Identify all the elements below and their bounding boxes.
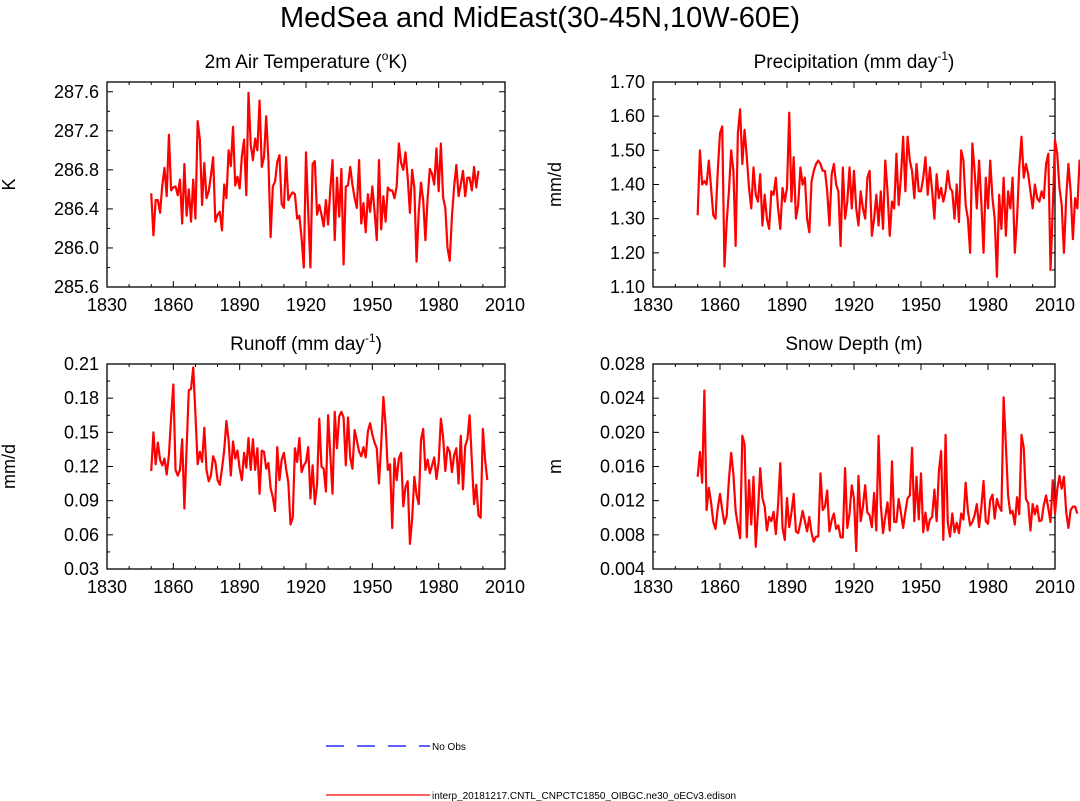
series-line-runoff — [150, 366, 489, 546]
panel-temperature: 2m Air Temperature (oK) K 1830 1860 1890 1920… — [0, 49, 525, 315]
y-tick-label: 0.028 — [600, 354, 645, 374]
panel-runoff: Runoff (mm day-1) mm/d 1830 1860 1890 1920 195… — [0, 331, 525, 597]
y-tick-label: 1.10 — [610, 277, 645, 297]
plot-frame — [652, 363, 1056, 570]
panel-title-main: Snow Depth (m) — [785, 334, 922, 355]
panel-title-tail: ) — [948, 52, 954, 73]
y-tick-label: 1.30 — [610, 209, 645, 229]
y-axis-label: mm/d — [545, 162, 565, 207]
x-tick-label: 1830 — [87, 577, 127, 597]
x-tick-label: 1890 — [767, 577, 807, 597]
y-tick-label: 1.50 — [610, 140, 645, 160]
x-tick-label: 2010 — [485, 295, 525, 315]
y-axis-label: m — [545, 459, 565, 474]
x-tick-label: 1980 — [419, 577, 459, 597]
figure-title: MedSea and MidEast(30-45N,10W-60E) — [279, 2, 801, 34]
x-tick-label: 1950 — [901, 577, 941, 597]
x-tick-label: 2010 — [1035, 577, 1075, 597]
y-axis-label: K — [0, 178, 19, 190]
panel-title-tail: K) — [388, 52, 407, 73]
panel-snow-depth: Snow Depth (m) m 1830 1860 1890 1920 1950 1980 2… — [545, 334, 1079, 597]
y-tick-label: 0.18 — [64, 388, 99, 408]
panel-title: Runoff (mm day-1) — [230, 331, 382, 355]
y-tick-label: 286.0 — [54, 238, 99, 258]
panel-title-main: 2m Air Temperature ( — [205, 52, 383, 73]
x-tick-label: 1920 — [286, 295, 326, 315]
y-tick-label: 1.40 — [610, 175, 645, 195]
y-tick-label: 0.03 — [64, 559, 99, 579]
panel-title: Precipitation (mm day-1) — [754, 49, 955, 73]
x-tick-label: 1950 — [901, 295, 941, 315]
panel-title: Snow Depth (m) — [785, 334, 922, 355]
x-tick-label: 1950 — [352, 577, 392, 597]
y-tick-label: 286.8 — [54, 160, 99, 180]
y-tick-label: 1.70 — [610, 72, 645, 92]
x-tick-label: 1830 — [87, 295, 127, 315]
x-tick-label: 1860 — [153, 577, 193, 597]
series-line-temperature — [150, 91, 480, 269]
x-tick-label: 1950 — [352, 295, 392, 315]
y-tick-label: 0.09 — [64, 491, 99, 511]
x-tick-label: 1860 — [700, 577, 740, 597]
x-tick-label: 1890 — [220, 295, 260, 315]
x-tick-label: 1980 — [968, 577, 1008, 597]
panel-title-superscript: o — [382, 49, 389, 63]
x-tick-label: 1830 — [633, 295, 673, 315]
x-tick-label: 1890 — [767, 295, 807, 315]
x-tick-label: 1980 — [968, 295, 1008, 315]
panel-precipitation: Precipitation (mm day-1) mm/d 1830 1860 1890… — [545, 49, 1080, 315]
x-tick-label: 1980 — [419, 295, 459, 315]
x-tick-label: 1920 — [834, 577, 874, 597]
y-tick-label: 1.60 — [610, 106, 645, 126]
series-line-precipitation — [696, 108, 1080, 278]
x-tick-label: 1860 — [700, 295, 740, 315]
y-tick-label: 0.008 — [600, 525, 645, 545]
legend: No Obs interp_20181217.CNTL_CNPCTC1850_OI… — [326, 742, 736, 801]
y-tick-label: 287.2 — [54, 121, 99, 141]
y-tick-label: 0.004 — [600, 559, 645, 579]
y-tick-label: 0.06 — [64, 525, 99, 545]
panel-title: 2m Air Temperature (oK) — [205, 49, 408, 73]
y-tick-label: 0.21 — [64, 354, 99, 374]
x-tick-label: 1890 — [220, 577, 260, 597]
panel-title-superscript: -1 — [365, 331, 376, 345]
y-tick-label: 0.024 — [600, 388, 645, 408]
y-tick-label: 1.20 — [610, 243, 645, 263]
x-tick-label: 1830 — [633, 577, 673, 597]
y-tick-label: 0.016 — [600, 457, 645, 477]
x-tick-label: 1920 — [834, 295, 874, 315]
panel-title-main: Runoff (mm day — [230, 334, 365, 355]
panel-title-tail: ) — [376, 334, 382, 355]
y-tick-label: 0.15 — [64, 422, 99, 442]
panel-title-main: Precipitation (mm day — [754, 52, 938, 73]
series-line-snow-depth — [696, 389, 1079, 553]
panel-title-superscript: -1 — [937, 49, 948, 63]
x-tick-label: 2010 — [1035, 295, 1075, 315]
legend-label: interp_20181217.CNTL_CNPCTC1850_OIBGC.ne… — [432, 791, 736, 801]
y-tick-label: 0.012 — [600, 491, 645, 511]
y-tick-label: 287.6 — [54, 82, 99, 102]
y-tick-label: 0.12 — [64, 457, 99, 477]
x-tick-label: 1860 — [153, 295, 193, 315]
legend-label: No Obs — [432, 742, 466, 753]
y-tick-label: 0.020 — [600, 422, 645, 442]
y-tick-label: 285.6 — [54, 277, 99, 297]
x-tick-label: 2010 — [485, 577, 525, 597]
y-axis-label: mm/d — [0, 444, 19, 489]
x-tick-label: 1920 — [286, 577, 326, 597]
y-tick-label: 286.4 — [54, 199, 99, 219]
